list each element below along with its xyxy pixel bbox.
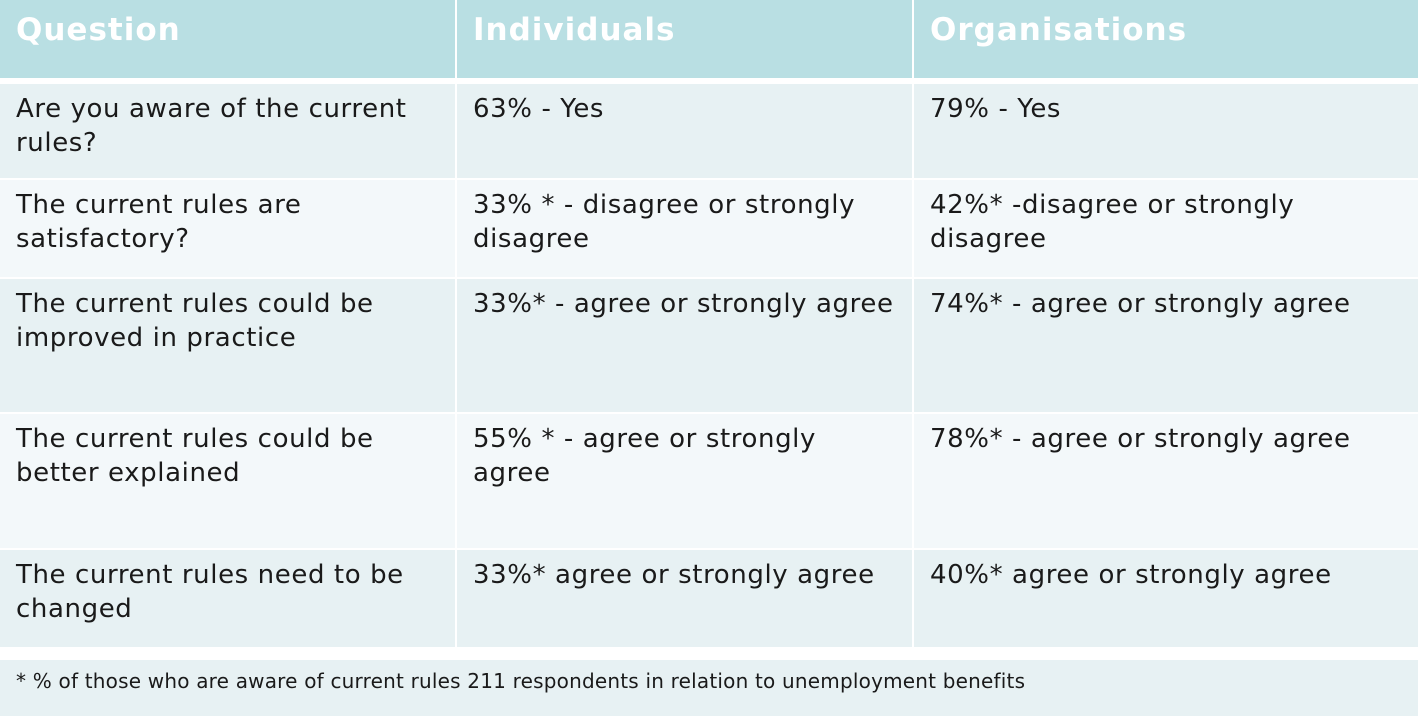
- table-row: The current rules are satisfactory? 33% …: [0, 180, 1418, 279]
- organisations-cell: 40%* agree or strongly agree: [914, 550, 1418, 649]
- question-cell: The current rules could be improved in p…: [0, 279, 457, 414]
- question-cell: The current rules could be better explai…: [0, 414, 457, 550]
- organisations-cell: 79% - Yes: [914, 84, 1418, 180]
- organisations-cell: 78%* - agree or strongly agree: [914, 414, 1418, 550]
- column-header-question: Question: [0, 0, 457, 84]
- table-footnote: * % of those who are aware of current ru…: [0, 660, 1418, 716]
- organisations-cell: 74%* - agree or strongly agree: [914, 279, 1418, 414]
- survey-results-table: Question Individuals Organisations Are y…: [0, 0, 1418, 649]
- question-cell: Are you aware of the current rules?: [0, 84, 457, 180]
- table-header-row: Question Individuals Organisations: [0, 0, 1418, 84]
- individuals-cell: 63% - Yes: [457, 84, 914, 180]
- column-header-individuals: Individuals: [457, 0, 914, 84]
- individuals-cell: 33% * - disagree or strongly disagree: [457, 180, 914, 279]
- individuals-cell: 33%* agree or strongly agree: [457, 550, 914, 649]
- column-header-organisations: Organisations: [914, 0, 1418, 84]
- question-cell: The current rules are satisfactory?: [0, 180, 457, 279]
- table-row: Are you aware of the current rules? 63% …: [0, 84, 1418, 180]
- table-row: The current rules could be improved in p…: [0, 279, 1418, 414]
- question-cell: The current rules need to be changed: [0, 550, 457, 649]
- organisations-cell: 42%* -disagree or strongly disagree: [914, 180, 1418, 279]
- table-row: The current rules could be better explai…: [0, 414, 1418, 550]
- table-row: The current rules need to be changed 33%…: [0, 550, 1418, 649]
- individuals-cell: 33%* - agree or strongly agree: [457, 279, 914, 414]
- individuals-cell: 55% * - agree or strongly agree: [457, 414, 914, 550]
